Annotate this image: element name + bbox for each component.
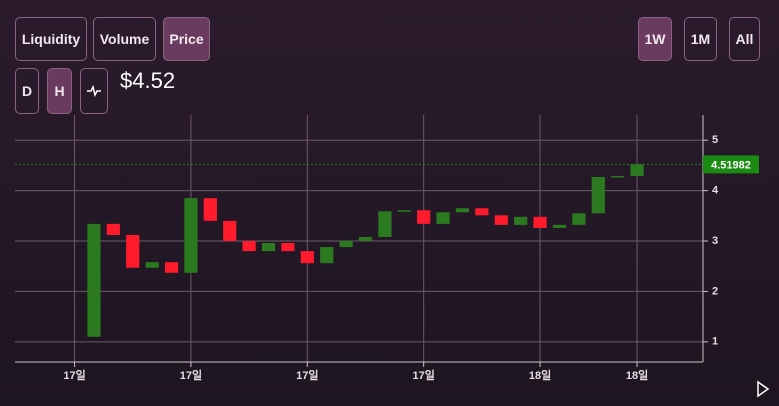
x-tick-label: 17일 (296, 368, 318, 382)
y-tick-label: 2 (712, 285, 718, 297)
candle (261, 243, 276, 252)
y-tick-label: 5 (712, 134, 718, 146)
candle (514, 216, 528, 225)
x-tick-label: 18일 (529, 368, 551, 382)
range-tab[interactable]: All (729, 17, 760, 61)
x-tick-label: 18일 (626, 368, 648, 382)
current-price: $4.52 (120, 68, 176, 93)
interval-tab[interactable]: D (15, 68, 39, 114)
last-price-label: 4.51982 (711, 159, 751, 171)
candle (591, 177, 605, 214)
candle (223, 220, 237, 242)
candle (126, 234, 140, 268)
chart-style-toggle[interactable] (80, 68, 108, 114)
range-tab[interactable]: 1W (638, 17, 672, 61)
candle (572, 213, 586, 225)
candle (339, 241, 353, 248)
candle (164, 262, 179, 273)
tab[interactable]: Volume (93, 17, 156, 61)
pulse-icon (87, 85, 101, 97)
candle (300, 251, 314, 264)
x-tick-label: 17일 (180, 368, 202, 382)
candle (145, 262, 159, 268)
candle (87, 223, 101, 337)
x-tick-label: 17일 (63, 368, 85, 382)
candle (242, 241, 256, 252)
last-price-badge (703, 155, 759, 174)
candle (436, 212, 450, 224)
candle (203, 198, 217, 221)
candle (630, 164, 644, 176)
candle (106, 223, 120, 235)
play-icon (757, 380, 770, 398)
tab[interactable]: Price (163, 17, 210, 61)
candle (320, 247, 334, 264)
candle (552, 224, 567, 228)
candle (281, 243, 295, 252)
candle (611, 175, 625, 178)
candle (184, 198, 198, 273)
y-tick-label: 3 (712, 235, 718, 247)
interval-tab[interactable]: H (47, 68, 72, 114)
x-tick-label: 17일 (413, 368, 435, 382)
candle (494, 215, 508, 225)
candle (397, 210, 411, 212)
candle (533, 216, 547, 228)
y-tick-label: 4 (712, 185, 719, 197)
candle (417, 210, 431, 224)
y-tick-label: 1 (712, 336, 718, 348)
tab[interactable]: Liquidity (15, 17, 87, 61)
range-tab[interactable]: 1M (684, 17, 717, 61)
candle (378, 211, 392, 237)
candle (455, 208, 470, 213)
candle (475, 208, 489, 216)
candle (358, 236, 373, 242)
